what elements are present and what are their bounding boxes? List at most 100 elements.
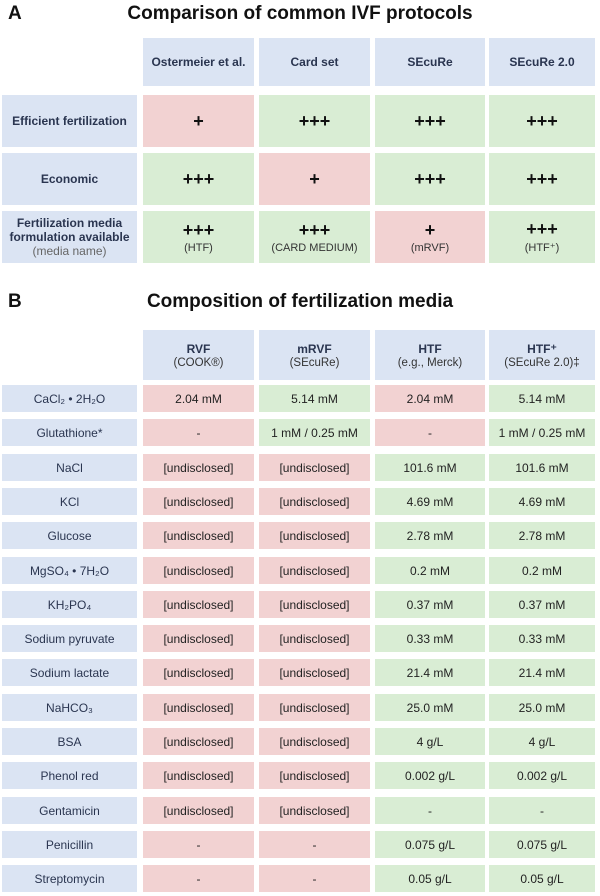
component-row-label: Penicillin <box>2 831 137 858</box>
rating-mark: +++ <box>526 219 558 239</box>
component-name: KH₂PO₄ <box>47 597 92 612</box>
component-value-cell: [undisclosed] <box>259 625 370 652</box>
rating-mark: +++ <box>526 169 558 189</box>
component-value: 0.37 mM <box>518 597 566 612</box>
rating-mark: +++ <box>182 219 215 240</box>
component-value: 5.14 mM <box>291 391 338 406</box>
rating-mark: +++ <box>414 111 446 131</box>
component-value: - <box>312 871 317 886</box>
component-value-cell: [undisclosed] <box>259 797 370 824</box>
component-value: - <box>196 871 201 886</box>
component-value: - <box>196 837 201 852</box>
panel-a-title: Comparison of common IVF protocols <box>127 3 473 24</box>
component-value-cell: [undisclosed] <box>259 454 370 481</box>
media-column-header: RVF (COOK®) <box>143 330 254 380</box>
component-value-cell: 0.002 g/L <box>375 762 485 789</box>
component-value-cell: 25.0 mM <box>375 694 485 721</box>
component-value-cell: 2.04 mM <box>143 385 254 412</box>
component-value: 0.075 g/L <box>516 837 568 852</box>
protocol-row-label-text: Efficient fertilization <box>12 114 127 128</box>
component-value-cell: 1 mM / 0.25 mM <box>489 419 595 446</box>
protocol-rating-cell: +++ <box>489 153 595 205</box>
component-value: [undisclosed] <box>279 494 350 509</box>
panel-a-letter: A <box>8 3 22 24</box>
component-row-label: MgSO₄ • 7H₂O <box>2 557 137 584</box>
component-value-cell: 1 mM / 0.25 mM <box>259 419 370 446</box>
component-value: [undisclosed] <box>279 665 350 680</box>
media-column-sub: (SEcuRe) <box>289 356 340 369</box>
component-value-cell: 0.33 mM <box>489 625 595 652</box>
component-value: 2.04 mM <box>406 391 454 406</box>
component-value-cell: 4 g/L <box>489 728 595 755</box>
component-value-cell: [undisclosed] <box>143 797 254 824</box>
component-value: 21.4 mM <box>406 665 454 680</box>
media-column-name: HTF <box>418 341 442 356</box>
media-column-header: mRVF (SEcuRe) <box>259 330 370 380</box>
component-value: 4.69 mM <box>406 494 454 509</box>
component-row-label: NaCl <box>2 454 137 481</box>
component-value-cell: - <box>489 797 595 824</box>
component-value: [undisclosed] <box>279 563 350 578</box>
media-name: (HTF⁺) <box>524 242 560 254</box>
component-value: 0.05 g/L <box>520 871 564 886</box>
protocol-rating-cell: +++ <box>375 95 485 147</box>
component-row-label: Gentamicin <box>2 797 137 824</box>
component-value: 2.78 mM <box>518 528 566 543</box>
component-value: 4 g/L <box>416 734 444 749</box>
component-value: [undisclosed] <box>163 460 234 475</box>
component-value: - <box>428 425 432 440</box>
component-row-label: Sodium lactate <box>2 659 137 686</box>
media-column-sub: (SEcuRe 2.0)‡ <box>504 356 580 369</box>
component-value-cell: 0.33 mM <box>375 625 485 652</box>
rating-mark: +++ <box>298 111 331 131</box>
protocol-rating-cell: +++ <box>259 95 370 147</box>
protocol-column-header-label: SEcuRe 2.0 <box>509 55 575 69</box>
component-name: Streptomycin <box>34 871 105 886</box>
protocol-row-label-text: Economic <box>40 172 99 186</box>
component-name: NaHCO₃ <box>46 700 93 715</box>
component-value: 0.2 mM <box>521 563 562 578</box>
component-value: 0.37 mM <box>406 597 454 612</box>
component-value-cell: [undisclosed] <box>259 591 370 618</box>
component-value-cell: 0.2 mM <box>489 557 595 584</box>
component-value-cell: - <box>143 419 254 446</box>
protocol-column-header-label: Card set <box>290 55 339 69</box>
protocol-rating-cell: + <box>143 95 254 147</box>
component-value-cell: 4 g/L <box>375 728 485 755</box>
component-value-cell: [undisclosed] <box>143 728 254 755</box>
component-value-cell: [undisclosed] <box>143 659 254 686</box>
media-name: (mRVF) <box>410 241 450 254</box>
component-value: 0.075 g/L <box>404 837 456 852</box>
protocol-rating-cell: + <box>259 153 370 205</box>
protocol-column-header-label: Ostermeier et al. <box>151 55 246 69</box>
component-value: [undisclosed] <box>279 803 350 818</box>
component-value-cell: 0.05 g/L <box>489 865 595 892</box>
protocol-rating-cell: +++ <box>489 95 595 147</box>
component-value: 21.4 mM <box>518 665 566 680</box>
component-value-cell: - <box>259 865 370 892</box>
component-value: 4.69 mM <box>518 494 566 509</box>
component-name: MgSO₄ • 7H₂O <box>29 563 110 578</box>
component-name: CaCl₂ • 2H₂O <box>33 391 106 406</box>
component-value-cell: [undisclosed] <box>143 488 254 515</box>
protocol-row-label-text: Fertilization media formulation availabl… <box>9 216 130 244</box>
component-value: 0.05 g/L <box>408 871 452 886</box>
component-value-cell: [undisclosed] <box>259 762 370 789</box>
protocol-column-header: Card set <box>259 38 370 86</box>
rating-mark: + <box>193 111 204 131</box>
media-column-name: mRVF <box>297 341 332 356</box>
protocol-row-label: Economic <box>2 153 137 205</box>
component-name: Sodium pyruvate <box>24 631 115 646</box>
component-value: 25.0 mM <box>518 700 566 715</box>
component-value: 1 mM / 0.25 mM <box>498 425 586 440</box>
component-value: [undisclosed] <box>163 768 234 783</box>
component-value: [undisclosed] <box>279 597 350 612</box>
component-value-cell: - <box>143 831 254 858</box>
component-value: 0.002 g/L <box>516 768 568 783</box>
component-value: 0.2 mM <box>409 563 450 578</box>
component-row-label: Glutathione* <box>2 419 137 446</box>
media-column-header: HTF (e.g., Merck) <box>375 330 485 380</box>
component-value-cell: 5.14 mM <box>489 385 595 412</box>
media-column-sub: (e.g., Merck) <box>397 356 463 369</box>
component-value: 5.14 mM <box>518 391 566 406</box>
